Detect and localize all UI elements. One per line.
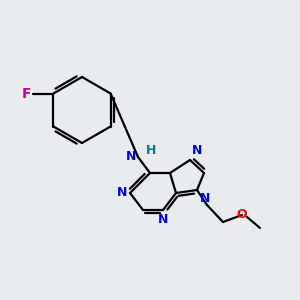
Text: N: N [158,213,168,226]
Text: N: N [200,192,210,205]
Text: N: N [126,149,136,163]
Text: H: H [146,145,156,158]
Text: O: O [237,208,247,221]
Text: N: N [192,144,202,157]
Text: N: N [117,187,127,200]
Text: F: F [22,86,32,100]
